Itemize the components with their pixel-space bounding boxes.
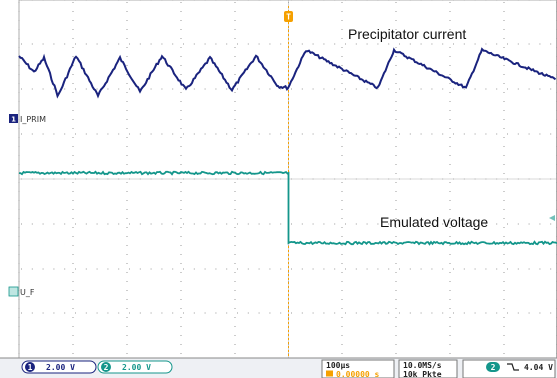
annotation-precipitator-current: Precipitator current [348, 26, 466, 42]
trigger-marker-label: T [286, 13, 291, 22]
ch2-label: U_F [20, 288, 35, 297]
falling-edge-icon [507, 363, 519, 371]
ch1-ground-marker[interactable]: 1 [9, 114, 18, 124]
ch1-label: I_PRIM [20, 115, 46, 124]
ch2-scale: 2.00 V [122, 363, 151, 372]
timebase-position: 0.00000 s [336, 370, 380, 378]
ch2-waveform [19, 170, 557, 246]
acquisition-box[interactable]: 10.0MS/s 10k Pkte [398, 359, 458, 378]
ch1-scale: 2.00 V [46, 363, 75, 372]
trigger-readout[interactable]: 2 4.04 V [462, 359, 556, 378]
timebase-div: 100µs [326, 361, 350, 370]
trigger-level: 4.04 V [524, 363, 553, 372]
svg-text:1: 1 [28, 363, 33, 372]
record-length: 10k Pkte [403, 370, 442, 378]
trigger-marker[interactable]: T [284, 11, 293, 22]
svg-text:2: 2 [104, 363, 109, 372]
timebase-box[interactable]: 100µs 0.00000 s [321, 359, 395, 378]
ch1-waveform [18, 47, 557, 99]
ch2-level-arrow-icon [549, 215, 555, 221]
trigger-source: 2 [491, 363, 496, 372]
ch1-scale-badge[interactable]: 1 2.00 V [21, 360, 97, 374]
ch2-scale-badge[interactable]: 2 2.00 V [97, 360, 173, 374]
svg-text:1: 1 [11, 116, 16, 124]
ch2-ground-marker[interactable] [8, 286, 19, 297]
sample-rate: 10.0MS/s [403, 361, 442, 370]
annotation-emulated-voltage: Emulated voltage [380, 214, 488, 230]
